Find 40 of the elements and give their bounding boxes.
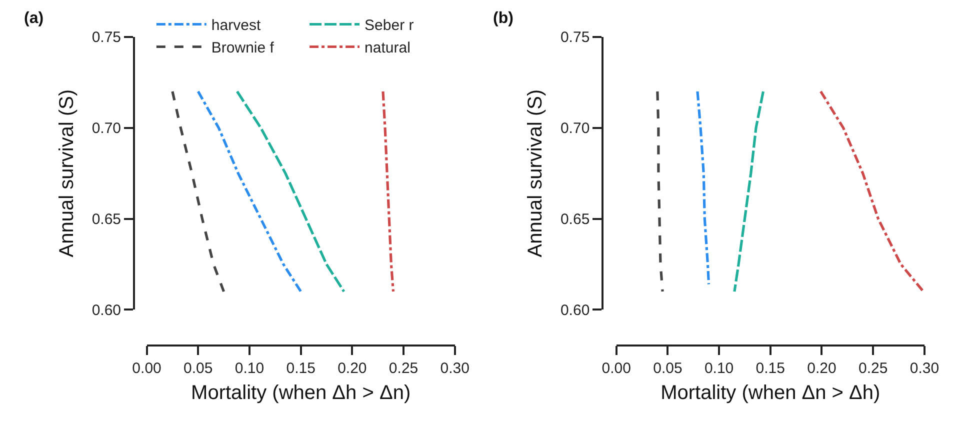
line-series <box>382 90 395 293</box>
y-tick-label: 0.60 <box>92 302 122 319</box>
y-tick-label: 0.75 <box>92 29 122 46</box>
x-tick-label: 0.30 <box>910 360 940 378</box>
line-series <box>819 90 924 293</box>
line-series <box>196 90 302 293</box>
legend-label: natural <box>364 40 410 57</box>
x-tick-label: 0.20 <box>338 360 367 378</box>
chart-title: (a) <box>24 10 44 27</box>
legend-label: Seber r <box>364 17 414 34</box>
y-tick-label: 0.65 <box>92 211 122 228</box>
x-tick-label: 0.30 <box>440 360 470 378</box>
line-series <box>656 90 664 293</box>
x-tick-label: 0.00 <box>602 360 631 378</box>
y-tick-label: 0.75 <box>560 29 590 46</box>
x-tick-label: 0.15 <box>756 360 785 378</box>
line-series <box>696 90 710 286</box>
legend-label: Brownie f <box>211 40 275 57</box>
x-tick-label: 0.20 <box>807 360 836 378</box>
x-tick-label: 0.05 <box>653 360 682 378</box>
y-tick-label: 0.65 <box>560 211 590 228</box>
chart-title: (b) <box>493 10 514 27</box>
y-axis-title: Annual survival (S) <box>524 89 546 258</box>
x-tick-label: 0.25 <box>388 360 418 378</box>
line-series <box>733 90 765 293</box>
y-axis-title: Annual survival (S) <box>56 89 78 258</box>
legend-label: harvest <box>211 17 262 34</box>
line-series <box>236 90 346 293</box>
y-tick-label: 0.70 <box>92 120 122 138</box>
x-axis-title: Mortality (when Δh > Δn) <box>191 382 411 404</box>
x-tick-label: 0.25 <box>858 360 888 378</box>
y-tick-label: 0.60 <box>560 302 590 319</box>
x-axis-title: Mortality (when Δn > Δh) <box>660 382 880 404</box>
line-series <box>171 90 226 293</box>
x-tick-label: 0.05 <box>184 360 213 378</box>
x-tick-label: 0.10 <box>704 360 734 378</box>
y-tick-label: 0.70 <box>560 120 590 138</box>
x-tick-label: 0.00 <box>132 360 162 378</box>
x-tick-label: 0.15 <box>286 360 316 378</box>
x-tick-label: 0.10 <box>234 360 264 378</box>
